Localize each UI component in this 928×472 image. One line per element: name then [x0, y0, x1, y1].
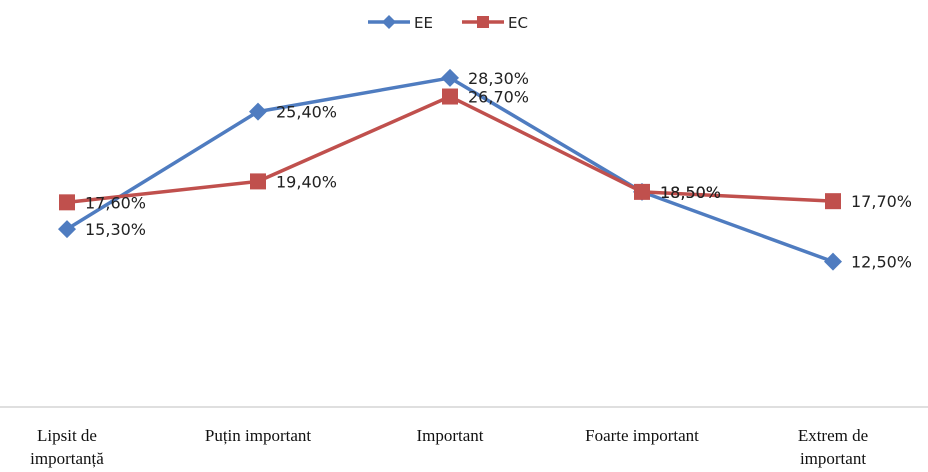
series-line-ee — [66, 76, 834, 264]
data-point-ee-4 — [824, 252, 842, 271]
data-label-ee-4: 12,50% — [851, 253, 912, 272]
data-label-ec-2: 26,70% — [468, 88, 529, 107]
legend-label-ec: EC — [508, 14, 528, 32]
category-label-4: Extrem de important — [798, 426, 868, 468]
data-label-ee-3: 18,50% — [660, 183, 721, 202]
legend-marker-ee — [382, 15, 396, 29]
legend-label-ee: EE — [414, 14, 433, 32]
data-point-ee-1 — [249, 102, 267, 121]
data-label-ec-3: 18,50% — [660, 183, 721, 202]
data-point-ee-0 — [58, 220, 76, 239]
data-point-ec-1 — [250, 173, 266, 190]
data-label-ee-1: 25,40% — [276, 103, 337, 122]
data-label-ec-0: 17,60% — [85, 193, 146, 212]
x-axis-categories: Lipsit de importanță Puțin important Import… — [30, 426, 868, 468]
data-point-ec-3 — [634, 183, 650, 200]
data-point-ee-2 — [441, 68, 459, 87]
data-point-ec-2 — [442, 88, 458, 105]
data-label-ee-0: 15,30% — [85, 220, 146, 239]
category-label-0: Lipsit de importanță — [30, 426, 104, 468]
data-point-ec-4 — [825, 193, 841, 210]
data-label-ee-2: 28,30% — [468, 69, 529, 88]
category-label-3: Foarte important — [585, 426, 699, 445]
data-labels: 15,30% 25,40% 28,30% 18,50% 12,50% 17,60% 19,4… — [85, 69, 912, 272]
legend-marker-ec — [477, 16, 489, 28]
data-point-ec-0 — [59, 194, 75, 211]
legend: EE EC — [368, 14, 528, 32]
category-label-1: Puțin important — [205, 426, 312, 445]
data-label-ec-4: 17,70% — [851, 192, 912, 211]
data-label-ec-1: 19,40% — [276, 172, 337, 191]
category-label-2: Important — [416, 426, 483, 445]
series-layer — [58, 68, 842, 271]
